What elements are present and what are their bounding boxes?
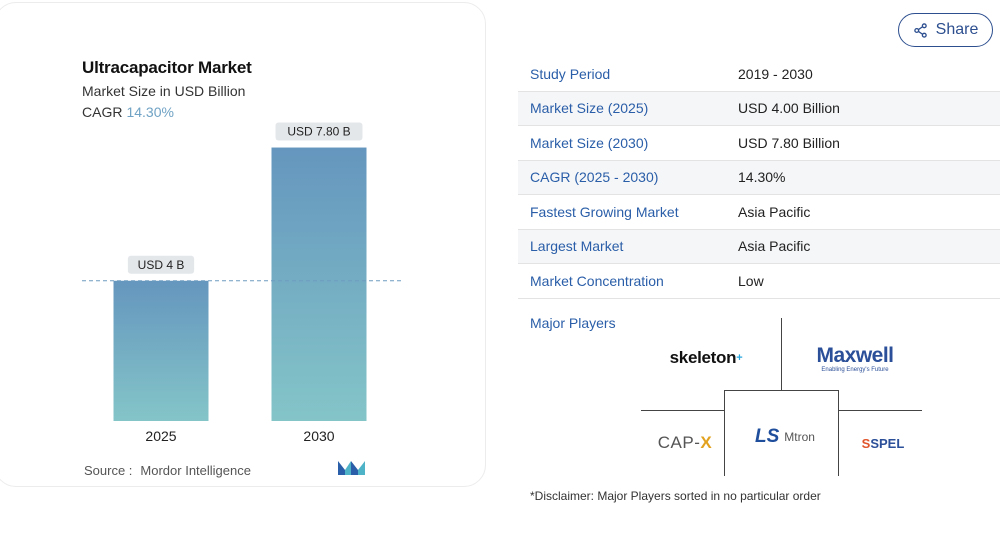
- stat-value: 2019 - 2030: [738, 65, 813, 82]
- stat-value: USD 4.00 Billion: [738, 100, 840, 117]
- chart-card: [0, 2, 486, 487]
- stat-label: Market Concentration: [530, 272, 664, 289]
- spel-logo-text: SPEL: [870, 435, 905, 451]
- stat-row-market-concentration: Market Concentration Low: [518, 264, 1000, 299]
- maxwell-logo-text: Maxwell: [816, 344, 894, 367]
- ls-mtron-logo: LS Mtron: [745, 424, 825, 450]
- bar-2025: [113, 280, 209, 421]
- mordor-logo-icon: [338, 461, 365, 475]
- x-tick-label-2030: 2030: [303, 428, 334, 444]
- skeleton-logo: skeleton +: [660, 343, 752, 373]
- stat-row-largest-market: Largest Market Asia Pacific: [518, 229, 1000, 264]
- bar-2030: [271, 147, 367, 421]
- maxwell-logo: Maxwell Enabling Energy's Future: [805, 342, 905, 378]
- capx-logo-x: X: [700, 433, 713, 452]
- mtron-logo-text: Mtron: [784, 430, 815, 444]
- data-label-2030: USD 7.80 B: [287, 125, 350, 139]
- share-icon: [913, 22, 927, 38]
- stat-row-fastest-growing-market: Fastest Growing Market Asia Pacific: [518, 195, 1000, 230]
- stat-label: Fastest Growing Market: [530, 203, 679, 220]
- cagr-value: 14.30%: [126, 104, 174, 120]
- ls-logo-text: LS: [755, 426, 780, 447]
- chart-subtitle: Market Size in USD Billion: [82, 83, 246, 99]
- stat-value: Low: [738, 272, 764, 289]
- data-label-background: [127, 255, 195, 274]
- cap-xx-logo: CAP- X: [650, 430, 720, 456]
- chart-source: Source : Mordor Intelligence: [84, 463, 251, 478]
- stat-row-market-size-2025: Market Size (2025) USD 4.00 Billion: [518, 91, 1000, 126]
- disclaimer-text: *Disclaimer: Major Players sorted in no …: [530, 489, 821, 503]
- stat-row-market-size-2030: Market Size (2030) USD 7.80 Billion: [518, 126, 1000, 161]
- stat-row-study-period: Study Period 2019 - 2030: [518, 57, 1000, 92]
- bar-chart: USD 4 B 2025 USD 7.80 B 2030: [82, 122, 402, 475]
- market-stats-table: Study Period 2019 - 2030 Market Size (20…: [518, 57, 1000, 299]
- logo-grid-divider: [781, 318, 782, 390]
- logo-grid-divider: [838, 390, 839, 476]
- share-label: Share: [935, 21, 979, 38]
- stat-value: Asia Pacific: [738, 238, 811, 255]
- logo-grid-divider: [724, 390, 725, 476]
- spel-logo-s: S: [861, 435, 871, 451]
- logo-grid-divider: [641, 410, 724, 411]
- stat-label: Market Size (2030): [530, 134, 649, 151]
- cagr-label: CAGR: [82, 104, 123, 120]
- stat-label: Study Period: [530, 65, 611, 82]
- data-label-background: [275, 122, 363, 141]
- x-tick-label-2025: 2025: [145, 428, 176, 444]
- chart-title: Ultracapacitor Market: [82, 58, 252, 77]
- stat-value: USD 7.80 Billion: [738, 134, 840, 151]
- stat-row-cagr: CAGR (2025 - 2030) 14.30%: [518, 160, 1000, 195]
- source-label: Source :: [84, 463, 133, 478]
- share-button[interactable]: Share: [898, 13, 993, 47]
- logo-grid-divider: [724, 390, 839, 391]
- major-players-label: Major Players: [530, 315, 616, 331]
- source-name: Mordor Intelligence: [140, 463, 251, 478]
- stat-label: CAGR (2025 - 2030): [530, 169, 659, 186]
- logo-grid-divider: [838, 410, 922, 411]
- stat-value: Asia Pacific: [738, 203, 811, 220]
- stat-label: Market Size (2025): [530, 100, 649, 117]
- skeleton-star-icon: +: [736, 352, 743, 364]
- stat-value: 14.30%: [738, 169, 786, 186]
- skeleton-logo-text: skeleton: [669, 348, 737, 367]
- maxwell-tagline: Enabling Energy's Future: [821, 367, 889, 373]
- capx-logo-prefix: CAP-: [657, 433, 701, 452]
- data-label-2025: USD 4 B: [138, 258, 185, 272]
- stat-label: Largest Market: [530, 238, 624, 255]
- chart-cagr: CAGR 14.30%: [82, 104, 174, 120]
- spel-logo: S SPEL: [855, 433, 911, 453]
